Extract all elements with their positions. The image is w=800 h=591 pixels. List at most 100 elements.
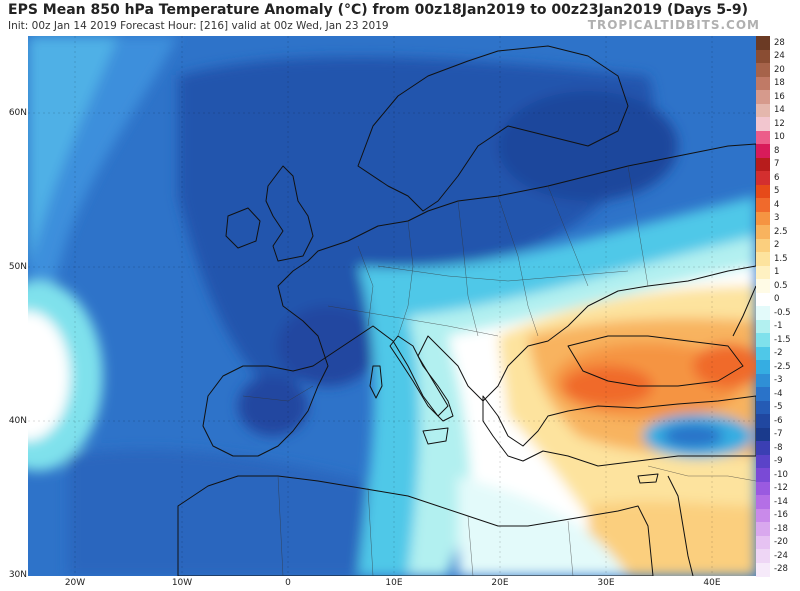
colorbar-swatch (756, 468, 770, 482)
lon-label-20e: 20E (491, 578, 509, 588)
colorbar-label: 7 (774, 159, 780, 170)
colorbar-label: -1 (774, 321, 783, 332)
colorbar-label: 8 (774, 145, 780, 156)
border-12 (467, 515, 474, 576)
border-3 (457, 200, 479, 337)
field-warm-se (588, 501, 756, 576)
header: EPS Mean 850 hPa Temperature Anomaly (°C… (0, 0, 800, 36)
colorbar-swatch (756, 549, 770, 563)
colorbar-label: 14 (774, 105, 785, 116)
border-5 (547, 185, 589, 287)
colorbar-swatch (756, 184, 770, 199)
map-subtitle: Init: 00z Jan 14 2019 Forecast Hour: [21… (8, 20, 389, 32)
field-west-white (28, 311, 70, 441)
scandinavia-outline (357, 45, 629, 212)
border-8 (327, 305, 499, 337)
colorbar-swatch (756, 333, 770, 347)
colorbar-swatch (756, 535, 770, 550)
border-7 (377, 265, 629, 282)
field-pale-south (458, 476, 628, 576)
cyprus-outline (637, 473, 659, 484)
colorbar-swatch (756, 508, 770, 523)
field-south (68, 449, 448, 576)
colorbar-swatch (756, 441, 770, 455)
lon-label-30e: 30E (597, 578, 615, 588)
colorbar-swatch (756, 495, 770, 509)
colorbar-swatch (756, 387, 770, 401)
border-6 (627, 165, 649, 287)
border-9 (242, 385, 314, 402)
colorbar-label: -3 (774, 375, 783, 386)
colorbar-swatch (756, 238, 770, 253)
lon-label-10w: 10W (171, 578, 193, 588)
border-11 (367, 487, 374, 576)
colorbar-label: 0 (774, 294, 780, 305)
colorbar-swatch (756, 427, 770, 442)
lon-label-40e: 40E (703, 578, 721, 588)
colorbar-label: 0.5 (774, 280, 788, 291)
balkans-turkey-outline (482, 395, 756, 467)
colorbar-swatch (756, 373, 770, 388)
colorbar-swatch (756, 522, 770, 536)
colorbar-label: -16 (774, 510, 788, 521)
colorbar-legend: 28 24 20 18 16 14 12 10 8 7 6 5 4 3 2.5 2 1.5 1 0.5 0 -0.5 -1… (756, 36, 800, 577)
field-warm-4 (693, 344, 756, 388)
anomaly-field (28, 36, 756, 576)
field-warm-5 (563, 366, 653, 406)
colorbar-swatch (756, 90, 770, 104)
colorbar-label: 16 (774, 91, 785, 102)
field-cold-core (663, 424, 723, 448)
colorbar-swatch (756, 49, 770, 64)
colorbar-label: 18 (774, 78, 785, 89)
colorbar-label: -1.5 (774, 334, 791, 345)
italy-outline (389, 335, 454, 422)
colorbar-label: -20 (774, 537, 788, 548)
colorbar-swatch (756, 198, 770, 212)
colorbar-label: 2.5 (774, 226, 788, 237)
sardinia-outline (369, 365, 383, 399)
colorbar-label: -9 (774, 456, 783, 467)
colorbar-swatch (756, 144, 770, 158)
colorbar-swatch (756, 481, 770, 496)
lat-label-60n: 60N (8, 108, 27, 118)
great-britain-outline (265, 165, 314, 262)
mainland-europe-outline (202, 143, 756, 457)
colorbar-swatch (756, 211, 770, 226)
colorbar-label: 3 (774, 213, 780, 224)
colorbar-swatch (756, 319, 770, 334)
colorbar-label: -10 (774, 469, 788, 480)
colorbar-label: -2.5 (774, 361, 791, 372)
lon-label-10e: 10E (385, 578, 403, 588)
colorbar-label: -8 (774, 442, 783, 453)
map-canvas (28, 36, 756, 576)
colorbar-swatch (756, 400, 770, 415)
borders (242, 165, 756, 576)
colorbar-swatch (756, 171, 770, 185)
colorbar-label: 1 (774, 267, 780, 278)
colorbar-swatch (756, 157, 770, 172)
lat-label-40n: 40N (8, 416, 27, 426)
colorbar-label: -0.5 (774, 307, 791, 318)
colorbar-swatch (756, 63, 770, 77)
border-14 (647, 465, 756, 482)
colorbar-swatch (756, 265, 770, 280)
colorbar-swatch (756, 414, 770, 428)
border-10 (277, 475, 284, 576)
colorbar-swatch (756, 306, 770, 320)
colorbar-label: 2 (774, 240, 780, 251)
sicily-outline (422, 427, 449, 445)
colorbar-swatch (756, 279, 770, 293)
colorbar-swatch (756, 36, 770, 50)
colorbar-swatch (756, 562, 770, 577)
lat-label-30n: 30N (8, 570, 27, 580)
ireland-outline (225, 207, 261, 249)
lon-label-0: 0 (285, 578, 291, 588)
colorbar-swatch (756, 252, 770, 266)
colorbar-swatch (756, 117, 770, 131)
colorbar-label: 1.5 (774, 253, 788, 264)
colorbar-label: 20 (774, 64, 785, 75)
colorbar-swatch (756, 292, 770, 307)
field-west-lighter (28, 36, 118, 266)
border-13 (567, 520, 574, 576)
border-1 (357, 245, 374, 327)
